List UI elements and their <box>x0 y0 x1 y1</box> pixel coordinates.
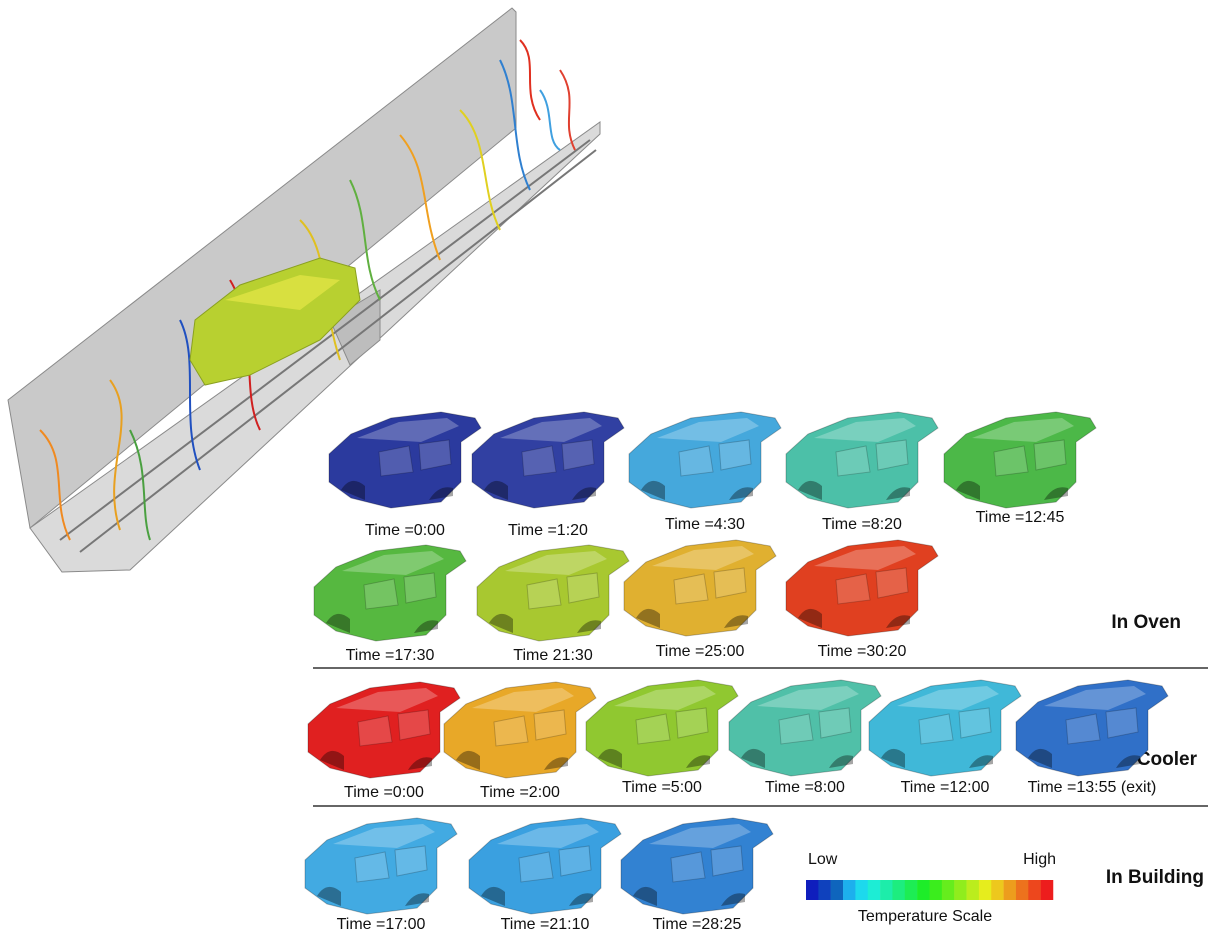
car-frame <box>314 545 466 641</box>
scale-swatch <box>930 880 943 900</box>
scale-swatch <box>818 880 831 900</box>
car-frame <box>786 540 938 636</box>
scale-swatch <box>831 880 844 900</box>
car-frame <box>869 680 1021 776</box>
frame-time: Time =0:00 <box>344 784 424 801</box>
scale-swatch <box>954 880 967 900</box>
car-frame <box>308 682 460 778</box>
frame-time: Time =8:20 <box>822 516 902 533</box>
scale-low: Low <box>808 851 838 868</box>
scale-swatch <box>942 880 955 900</box>
frame-time: Time =8:00 <box>765 779 845 796</box>
frame-time: Time =25:00 <box>656 643 745 660</box>
car-frame <box>629 412 781 508</box>
scale-swatch <box>991 880 1004 900</box>
frame-time: Time =21:10 <box>501 916 590 933</box>
car-frame <box>305 818 457 914</box>
car-frame <box>786 412 938 508</box>
frame-time: Time =5:00 <box>622 779 702 796</box>
frame-time: Time 21:30 <box>513 647 593 664</box>
section-label: In Oven <box>1111 612 1181 633</box>
scale-title: Temperature Scale <box>858 908 992 925</box>
figure: In Oven In Cooler In Building Low High T… <box>0 0 1212 938</box>
scale-swatch <box>843 880 856 900</box>
scale-swatch <box>855 880 868 900</box>
scale-swatch <box>967 880 980 900</box>
color-scale <box>806 880 1053 900</box>
frame-time: Time =17:00 <box>337 916 426 933</box>
scale-high: High <box>1023 851 1056 868</box>
scale-swatch <box>1004 880 1017 900</box>
car-frame <box>944 412 1096 508</box>
scale-swatch <box>979 880 992 900</box>
scale-swatch <box>892 880 905 900</box>
car-frame <box>586 680 738 776</box>
car-frame <box>329 412 481 508</box>
page: In Oven In Cooler In Building Low High T… <box>0 0 1212 938</box>
car-frame <box>472 412 624 508</box>
frame-time: Time =12:00 <box>901 779 990 796</box>
scale-swatch <box>806 880 819 900</box>
scale-swatch <box>880 880 893 900</box>
scale-swatch <box>1041 880 1054 900</box>
car-frame <box>477 545 629 641</box>
car-frame <box>621 818 773 914</box>
frame-time: Time =17:30 <box>346 647 435 664</box>
car-frame <box>469 818 621 914</box>
frame-time: Time =12:45 <box>976 509 1065 526</box>
scale-swatch <box>917 880 930 900</box>
section-label: In Building <box>1106 867 1204 888</box>
scale-swatch <box>1016 880 1029 900</box>
frame-time: Time =1:20 <box>508 522 588 539</box>
frame-time: Time =28:25 <box>653 916 742 933</box>
scale-swatch <box>905 880 918 900</box>
frame-time: Time =0:00 <box>365 522 445 539</box>
car-frame <box>729 680 881 776</box>
car-frame <box>444 682 596 778</box>
car-frame <box>624 540 776 636</box>
frame-time: Time =2:00 <box>480 784 560 801</box>
frame-time: Time =4:30 <box>665 516 745 533</box>
frame-time: Time =30:20 <box>818 643 907 660</box>
frame-time: Time =13:55 (exit) <box>1028 779 1157 796</box>
scale-swatch <box>868 880 881 900</box>
scale-swatch <box>1028 880 1041 900</box>
